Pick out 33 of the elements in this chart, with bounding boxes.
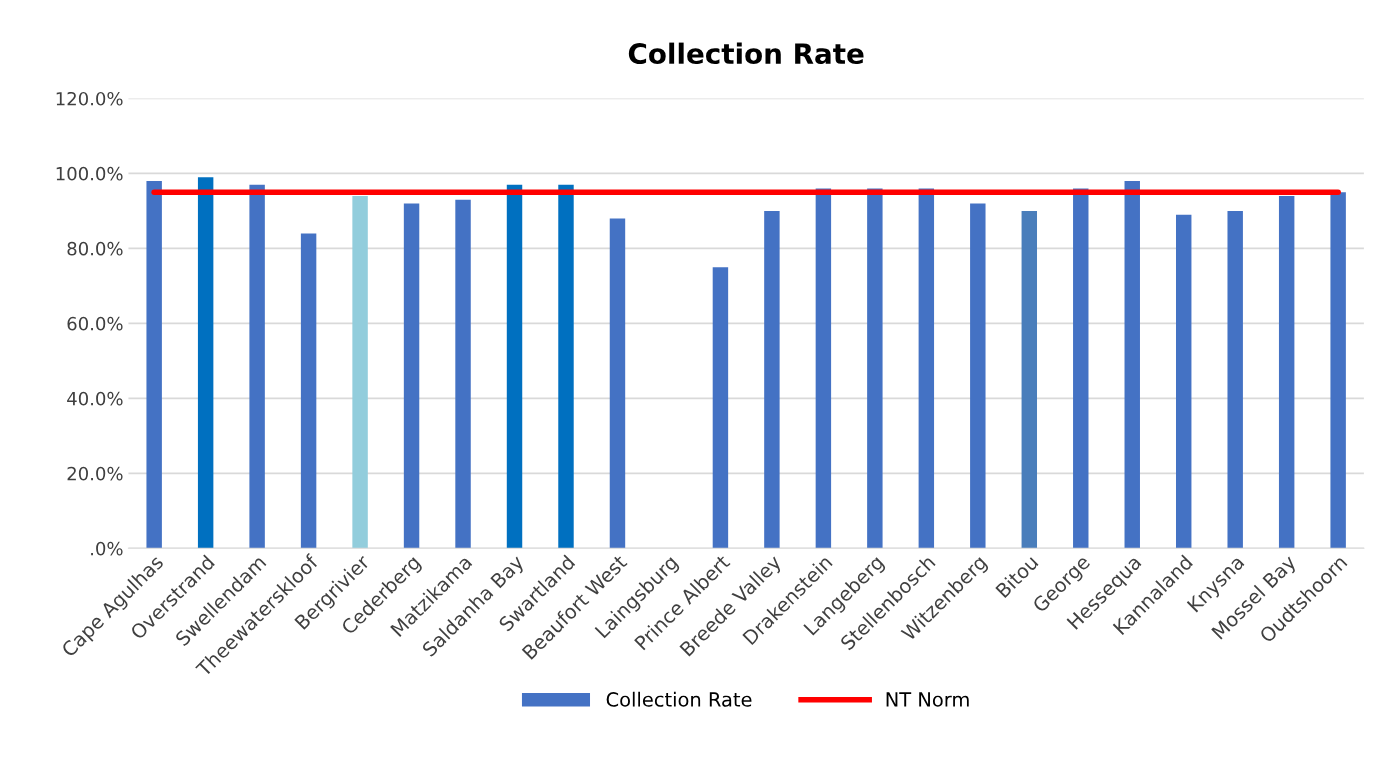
bar — [1176, 214, 1192, 549]
bar — [970, 203, 986, 549]
bar — [146, 180, 162, 549]
bar — [1227, 210, 1243, 549]
bar — [455, 199, 471, 549]
y-tick-label: 20.0% — [67, 466, 123, 481]
y-tick-label: 40.0% — [67, 391, 123, 406]
bar — [197, 177, 214, 549]
legend-label: NT Norm — [886, 692, 969, 707]
chart-title: Collection Rate — [628, 42, 864, 65]
y-tick-label: 100.0% — [56, 166, 123, 181]
bar — [300, 233, 317, 549]
bar — [558, 184, 574, 549]
bar — [712, 267, 729, 549]
bar — [403, 203, 420, 549]
legend-label: Collection Rate — [606, 691, 752, 707]
bar — [1330, 192, 1346, 549]
bar — [867, 188, 883, 549]
bar — [1124, 180, 1140, 549]
bar — [1278, 195, 1295, 549]
bar — [1021, 210, 1038, 549]
bar — [506, 184, 523, 549]
bar — [764, 210, 780, 549]
y-tick-label: .0% — [91, 541, 123, 556]
y-tick-label: 120.0% — [56, 91, 123, 106]
y-tick-label: 80.0% — [67, 241, 123, 256]
bar — [815, 188, 832, 549]
bar — [1073, 188, 1089, 549]
y-tick-label: 60.0% — [67, 316, 123, 331]
bar — [918, 188, 935, 549]
bar — [609, 218, 626, 549]
bar — [249, 184, 265, 549]
bar — [352, 195, 368, 549]
